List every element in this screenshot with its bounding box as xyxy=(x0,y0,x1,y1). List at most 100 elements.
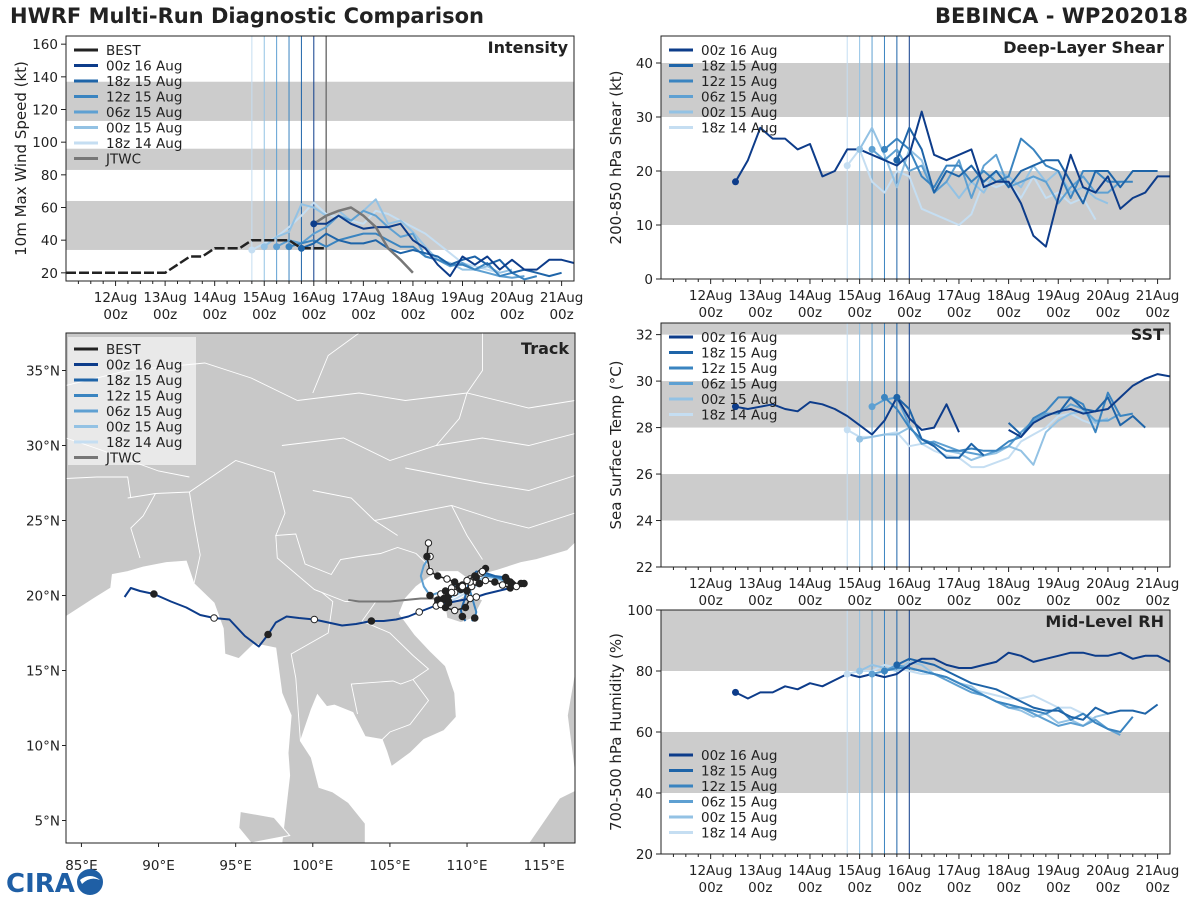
shear-x-tick-day: 12Aug xyxy=(689,288,733,304)
shear-x-tick-day: 18Aug xyxy=(987,288,1031,304)
intensity-x-tick-hour: 00z xyxy=(153,307,177,323)
intensity-x-tick-hour: 00z xyxy=(351,307,375,323)
shear-series-line xyxy=(883,137,1133,199)
rh-x-tick-day: 16Aug xyxy=(888,863,932,879)
track-y-tick-label: 20°N xyxy=(26,589,60,605)
intensity-x-tick-day: 19Aug xyxy=(441,290,485,306)
track-best-point xyxy=(481,576,490,585)
rh-series-line xyxy=(884,667,1134,733)
rh-x-tick-hour: 00z xyxy=(798,880,822,896)
intensity-init-marker xyxy=(285,243,293,251)
intensity-best-line xyxy=(66,238,327,275)
sst-series-line xyxy=(896,396,1146,459)
shear-x-tick-day: 17Aug xyxy=(937,288,981,304)
globe-icon xyxy=(77,869,103,895)
rh-legend-label: 18z 14 Aug xyxy=(701,826,777,842)
country-border-line xyxy=(312,490,398,536)
intensity-x-tick-day: 21Aug xyxy=(540,290,584,306)
track-best-point xyxy=(461,603,470,612)
intensity-legend-label: JTWC xyxy=(105,152,141,168)
rh-init-marker xyxy=(880,667,888,675)
sst-x-tick-day: 13Aug xyxy=(739,576,783,592)
intensity-init-marker xyxy=(310,220,318,228)
country-border-line xyxy=(275,535,334,742)
rh-x-tick-hour: 00z xyxy=(748,880,772,896)
country-border-line xyxy=(435,333,483,446)
intensity-series-line xyxy=(263,198,513,274)
shear-x-tick-hour: 00z xyxy=(1046,305,1070,321)
intensity-x-tick-hour: 00z xyxy=(450,307,474,323)
rh-x-tick-day: 20Aug xyxy=(1086,863,1130,879)
shear-y-axis-label: 200-850 hPa Shear (kt) xyxy=(607,71,625,245)
intensity-legend-label: 12z 15 Aug xyxy=(106,90,182,106)
sst-init-marker xyxy=(843,426,851,434)
shear-panel: 01020304012Aug00z13Aug00z14Aug00z15Aug00… xyxy=(607,35,1179,321)
rh-x-tick-hour: 00z xyxy=(1096,880,1120,896)
rh-x-tick-hour: 00z xyxy=(1046,880,1070,896)
intensity-y-tick-label: 160 xyxy=(32,37,58,53)
rh-x-tick-day: 17Aug xyxy=(937,863,981,879)
track-best-point xyxy=(498,581,507,589)
sst-legend-label: 00z 16 Aug xyxy=(701,330,777,346)
intensity-init-marker xyxy=(273,243,281,251)
sst-x-tick-hour: 00z xyxy=(1096,593,1120,609)
sumatra-landmass xyxy=(238,810,291,843)
shear-x-tick-day: 20Aug xyxy=(1086,288,1130,304)
shear-y-tick-label: 10 xyxy=(636,218,653,234)
intensity-legend-label: 00z 15 Aug xyxy=(106,121,182,137)
track-legend-label: 12z 15 Aug xyxy=(106,389,182,405)
sst-y-tick-label: 24 xyxy=(636,514,653,530)
rh-series-line xyxy=(735,651,1170,700)
country-border-line xyxy=(451,505,483,560)
track-jtwc-line xyxy=(348,596,452,603)
shear-x-tick-day: 16Aug xyxy=(888,288,932,304)
track-legend-label: 00z 16 Aug xyxy=(106,358,182,374)
sst-init-marker xyxy=(893,393,901,401)
track-run-point xyxy=(210,614,218,622)
sst-panel: 22242628303212Aug00z13Aug00z14Aug00z15Au… xyxy=(607,322,1179,609)
country-border-line xyxy=(127,460,435,576)
shear-x-tick-hour: 00z xyxy=(996,305,1020,321)
sst-x-tick-hour: 00z xyxy=(798,593,822,609)
shear-legend-label: 00z 15 Aug xyxy=(701,105,777,121)
intensity-legend-label: 18z 15 Aug xyxy=(106,74,182,90)
intensity-x-tick-hour: 00z xyxy=(401,307,425,323)
shear-x-tick-hour: 00z xyxy=(947,305,971,321)
track-run-point xyxy=(310,615,319,624)
rh-x-tick-hour: 00z xyxy=(1145,880,1169,896)
intensity-x-tick-hour: 00z xyxy=(103,307,127,323)
intensity-x-tick-hour: 00z xyxy=(252,307,276,323)
intensity-init-marker xyxy=(260,243,268,251)
rh-x-tick-hour: 00z xyxy=(897,880,921,896)
track-run-point xyxy=(426,591,434,600)
rh-x-tick-hour: 00z xyxy=(947,880,971,896)
track-y-tick-label: 10°N xyxy=(26,739,60,755)
rh-legend-label: 00z 16 Aug xyxy=(701,748,777,764)
shear-y-tick-label: 20 xyxy=(636,164,653,180)
track-best-point xyxy=(450,606,459,615)
track-best-point xyxy=(443,575,451,583)
sst-x-tick-day: 14Aug xyxy=(788,576,832,592)
track-x-tick-label: 90°E xyxy=(142,858,174,874)
sst-x-tick-hour: 00z xyxy=(897,593,921,609)
track-x-tick-label: 110°E xyxy=(446,858,487,874)
shear-x-tick-hour: 00z xyxy=(798,305,822,321)
shear-legend-label: 18z 14 Aug xyxy=(701,121,777,137)
shear-x-tick-day: 13Aug xyxy=(739,288,783,304)
intensity-frame xyxy=(65,35,575,282)
shear-legend-label: 06z 15 Aug xyxy=(701,90,777,106)
sst-y-tick-label: 22 xyxy=(636,560,653,576)
intensity-x-tick-hour: 00z xyxy=(203,307,227,323)
shear-series-line xyxy=(734,110,1170,248)
track-run-point xyxy=(150,590,158,598)
shear-plot-area xyxy=(661,36,1170,279)
rh-y-tick-label: 20 xyxy=(636,847,653,863)
track-frame xyxy=(65,332,576,844)
rh-init-marker xyxy=(856,667,864,675)
intensity-y-tick-label: 80 xyxy=(41,168,58,184)
intensity-y-tick-label: 120 xyxy=(32,103,58,119)
shear-frame xyxy=(660,35,1171,280)
shear-init-marker xyxy=(731,178,739,186)
track-y-tick-label: 25°N xyxy=(26,514,60,530)
track-best-point xyxy=(478,567,487,576)
